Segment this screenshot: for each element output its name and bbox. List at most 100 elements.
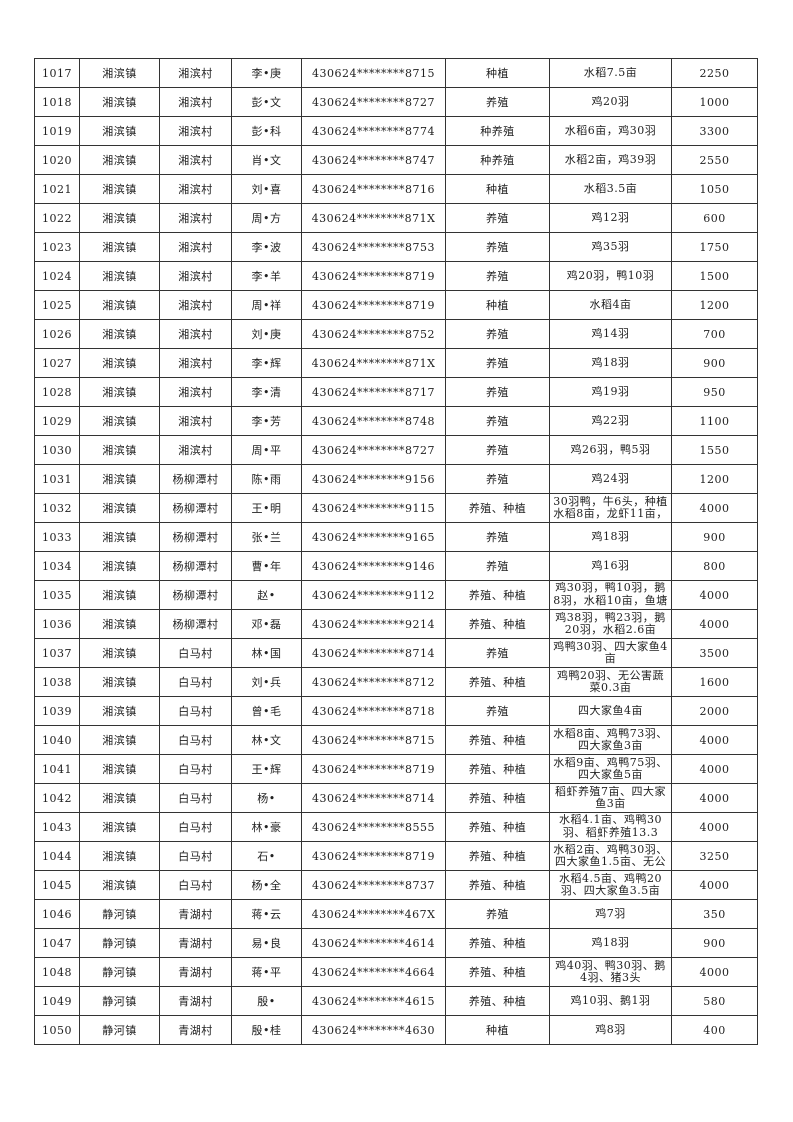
cell-amount: 350 (671, 899, 758, 929)
table-row: 1026 湘滨镇 湘滨村 刘•庚 430624********8752 养殖 鸡14羽 700 (34, 319, 758, 349)
cell-category: 养殖 (445, 522, 550, 552)
cell-id-number: 430624********8719 (301, 841, 446, 871)
description-text: 鸡35羽 (591, 240, 630, 253)
table-row: 1038 湘滨镇 白马村 刘•兵 430624********8712 养殖、种植 鸡鸭20… (34, 667, 758, 697)
cell-description: 水稻9亩、鸡鸭75羽、四大家鱼5亩 (549, 754, 672, 784)
cell-town: 湘滨镇 (79, 667, 160, 697)
cell-town: 湘滨镇 (79, 841, 160, 871)
description-text: 水稻6亩，鸡30羽 (564, 124, 657, 137)
cell-id-number: 430624********8716 (301, 174, 446, 204)
cell-name: 林•豪 (231, 812, 302, 842)
description-text: 鸡18羽 (591, 936, 630, 949)
cell-row-number: 1047 (34, 928, 80, 958)
cell-village: 湘滨村 (159, 435, 232, 465)
cell-row-number: 1020 (34, 145, 80, 175)
cell-village: 湘滨村 (159, 87, 232, 117)
cell-village: 湘滨村 (159, 261, 232, 291)
cell-amount: 4000 (671, 754, 758, 784)
cell-village: 湘滨村 (159, 58, 232, 88)
cell-description: 鸡18羽 (549, 928, 672, 958)
table-row: 1033 湘滨镇 杨柳潭村 张•兰 430624********9165 养殖 鸡18羽 90… (34, 522, 758, 552)
cell-category: 养殖、种植 (445, 986, 550, 1016)
description-text: 水稻3.5亩 (583, 182, 638, 195)
cell-row-number: 1038 (34, 667, 80, 697)
cell-id-number: 430624********8727 (301, 435, 446, 465)
cell-description: 水稻4亩 (549, 290, 672, 320)
cell-id-number: 430624********8753 (301, 232, 446, 262)
cell-description: 水稻4.5亩、鸡鸭20羽、四大家鱼3.5亩 (549, 870, 672, 900)
cell-row-number: 1040 (34, 725, 80, 755)
cell-row-number: 1028 (34, 377, 80, 407)
table-row: 1034 湘滨镇 杨柳潭村 曹•年 430624********9146 养殖 鸡16羽 80… (34, 551, 758, 581)
cell-name: 李•芳 (231, 406, 302, 436)
cell-row-number: 1035 (34, 580, 80, 610)
cell-name: 陈•雨 (231, 464, 302, 494)
cell-name: 赵• (231, 580, 302, 610)
description-text: 稻虾养殖7亩、四大家鱼3亩 (555, 785, 666, 810)
cell-name: 周•平 (231, 435, 302, 465)
cell-name: 杨• (231, 783, 302, 813)
description-text: 水稻2亩、鸡鸭30羽、四大家鱼1.5亩、无公 (553, 843, 668, 868)
cell-amount: 1200 (671, 290, 758, 320)
cell-id-number: 430624********8714 (301, 638, 446, 668)
cell-town: 湘滨镇 (79, 493, 160, 523)
description-text: 鸡8羽 (595, 1023, 626, 1036)
cell-name: 周•方 (231, 203, 302, 233)
cell-id-number: 430624********8727 (301, 87, 446, 117)
table-row: 1031 湘滨镇 杨柳潭村 陈•雨 430624********9156 养殖 鸡24羽 12… (34, 464, 758, 494)
cell-category: 养殖 (445, 348, 550, 378)
cell-town: 静河镇 (79, 1015, 160, 1045)
table-row: 1022 湘滨镇 湘滨村 周•方 430624********871X 养殖 鸡12羽 600 (34, 203, 758, 233)
cell-row-number: 1029 (34, 406, 80, 436)
cell-name: 邓•磊 (231, 609, 302, 639)
cell-row-number: 1024 (34, 261, 80, 291)
cell-town: 湘滨镇 (79, 551, 160, 581)
description-text: 水稻7.5亩 (583, 66, 638, 79)
cell-id-number: 430624********4664 (301, 957, 446, 987)
cell-row-number: 1018 (34, 87, 80, 117)
description-text: 鸡鸭30羽、四大家鱼4亩 (553, 640, 668, 665)
cell-id-number: 430624********8752 (301, 319, 446, 349)
cell-village: 湘滨村 (159, 406, 232, 436)
cell-village: 白马村 (159, 667, 232, 697)
cell-amount: 900 (671, 348, 758, 378)
cell-description: 鸡20羽，鸭10羽 (549, 261, 672, 291)
cell-description: 鸡26羽，鸭5羽 (549, 435, 672, 465)
cell-row-number: 1023 (34, 232, 80, 262)
cell-name: 蒋•平 (231, 957, 302, 987)
table-row: 1024 湘滨镇 湘滨村 李•羊 430624********8719 养殖 鸡20羽，鸭1… (34, 261, 758, 291)
cell-row-number: 1039 (34, 696, 80, 726)
cell-category: 养殖、种植 (445, 667, 550, 697)
cell-category: 养殖、种植 (445, 957, 550, 987)
cell-amount: 1600 (671, 667, 758, 697)
cell-village: 湘滨村 (159, 145, 232, 175)
cell-amount: 3300 (671, 116, 758, 146)
cell-category: 养殖 (445, 551, 550, 581)
cell-id-number: 430624********871X (301, 348, 446, 378)
cell-amount: 2000 (671, 696, 758, 726)
cell-category: 养殖 (445, 232, 550, 262)
cell-town: 湘滨镇 (79, 580, 160, 610)
cell-description: 水稻6亩，鸡30羽 (549, 116, 672, 146)
cell-village: 湘滨村 (159, 203, 232, 233)
cell-amount: 1050 (671, 174, 758, 204)
cell-category: 养殖 (445, 435, 550, 465)
cell-row-number: 1025 (34, 290, 80, 320)
cell-town: 湘滨镇 (79, 812, 160, 842)
cell-row-number: 1027 (34, 348, 80, 378)
cell-description: 鸡30羽，鸭10羽，鹅8羽，水稻10亩，鱼塘30 (549, 580, 672, 610)
cell-village: 白马村 (159, 841, 232, 871)
cell-description: 鸡鸭20羽、无公害蔬菜0.3亩 (549, 667, 672, 697)
cell-amount: 4000 (671, 609, 758, 639)
cell-name: 曹•年 (231, 551, 302, 581)
cell-amount: 900 (671, 522, 758, 552)
cell-id-number: 430624********871X (301, 203, 446, 233)
cell-village: 白马村 (159, 696, 232, 726)
cell-row-number: 1031 (34, 464, 80, 494)
cell-name: 林•文 (231, 725, 302, 755)
cell-description: 水稻2亩、鸡鸭30羽、四大家鱼1.5亩、无公 (549, 841, 672, 871)
cell-town: 湘滨镇 (79, 348, 160, 378)
table-row: 1042 湘滨镇 白马村 杨• 430624********8714 养殖、种植 稻虾养殖7… (34, 783, 758, 813)
cell-row-number: 1050 (34, 1015, 80, 1045)
cell-id-number: 430624********8747 (301, 145, 446, 175)
